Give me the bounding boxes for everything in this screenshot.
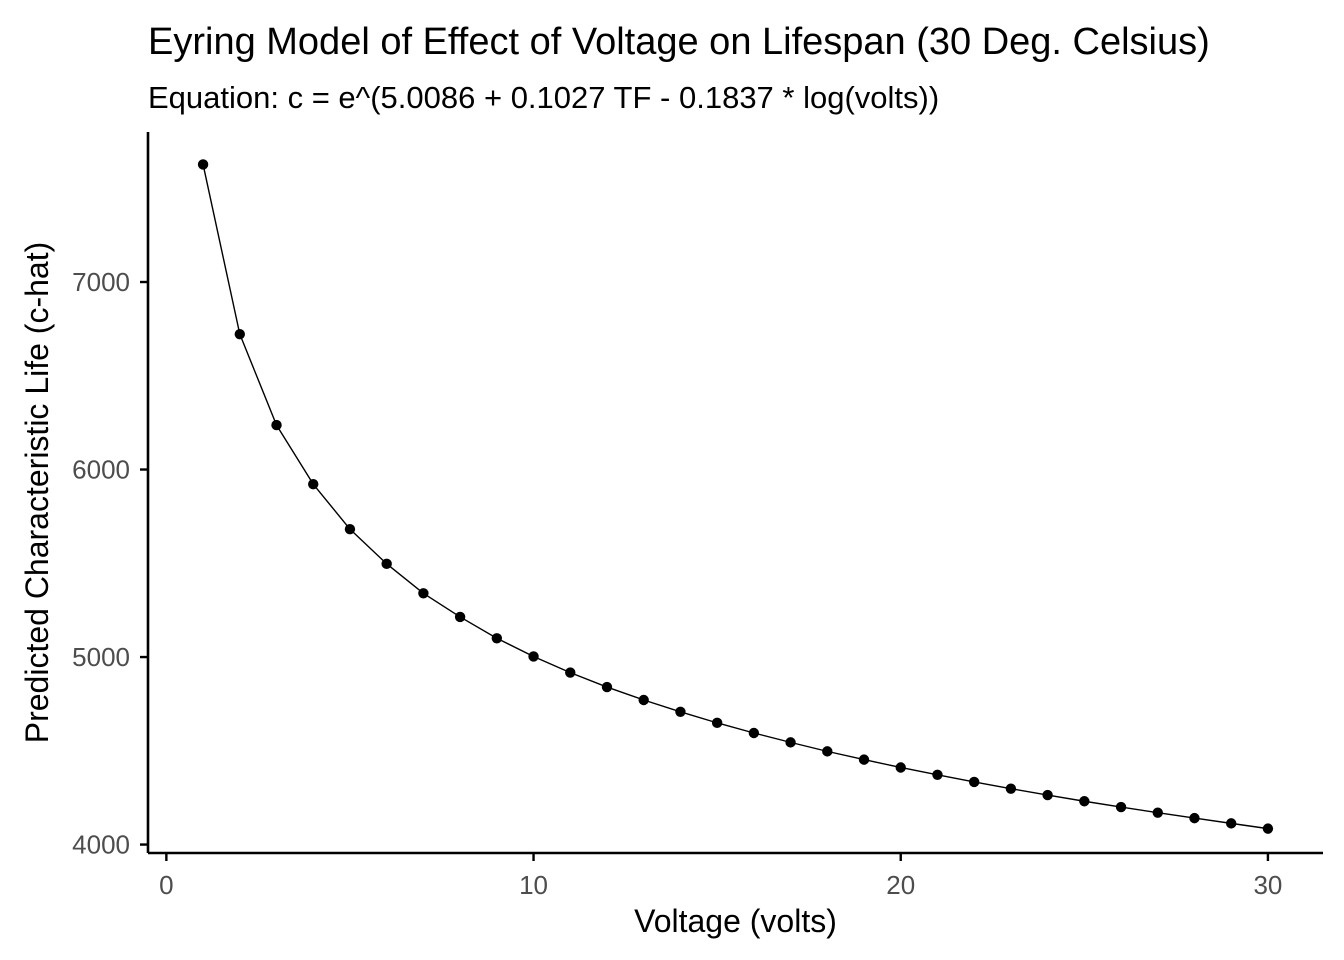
data-point xyxy=(418,588,429,599)
y-tick-label: 4000 xyxy=(72,830,130,860)
data-point xyxy=(1226,818,1237,829)
data-point xyxy=(528,651,539,662)
data-point xyxy=(234,328,245,340)
data-point xyxy=(1262,823,1274,834)
data-point xyxy=(932,769,943,781)
data-point xyxy=(381,558,392,570)
x-tick-label: 30 xyxy=(1253,870,1282,900)
data-point xyxy=(601,681,613,693)
data-point xyxy=(895,762,906,773)
data-point xyxy=(711,717,723,729)
data-point xyxy=(638,694,649,706)
x-axis-title: Voltage (volts) xyxy=(634,903,837,939)
data-point xyxy=(968,776,980,788)
data-point xyxy=(1079,796,1090,807)
data-point xyxy=(675,706,686,717)
data-point xyxy=(454,611,466,623)
data-point xyxy=(565,667,576,678)
x-tick-label: 0 xyxy=(159,870,173,900)
y-tick-label: 5000 xyxy=(72,642,130,672)
y-tick-label: 6000 xyxy=(72,455,130,485)
y-axis-title: Predicted Characteristic Life (c-hat) xyxy=(19,242,55,744)
data-point xyxy=(271,419,282,431)
data-point xyxy=(1152,807,1163,818)
chart-subtitle: Equation: c = e^(5.0086 + 0.1027 TF - 0.… xyxy=(148,80,939,115)
data-point xyxy=(1189,812,1200,824)
data-point xyxy=(1115,801,1127,813)
data-point xyxy=(197,159,209,170)
data-point xyxy=(748,727,760,739)
data-point xyxy=(822,746,833,757)
data-point xyxy=(858,754,870,765)
series-line-1 xyxy=(202,163,1269,830)
chart-title: Eyring Model of Effect of Voltage on Lif… xyxy=(148,21,1210,63)
y-tick-label: 7000 xyxy=(72,267,130,297)
data-point xyxy=(491,633,503,644)
axis-ticks: 0 10 20 30 4000 5000 6000 7000 xyxy=(72,267,1282,900)
data-point xyxy=(308,478,319,490)
data-point xyxy=(1042,789,1053,801)
data-point xyxy=(1005,783,1017,794)
data-point xyxy=(344,523,356,535)
x-tick-label: 10 xyxy=(519,870,548,900)
x-tick-label: 20 xyxy=(886,870,915,900)
data-series xyxy=(197,159,1274,834)
data-point xyxy=(785,737,796,748)
